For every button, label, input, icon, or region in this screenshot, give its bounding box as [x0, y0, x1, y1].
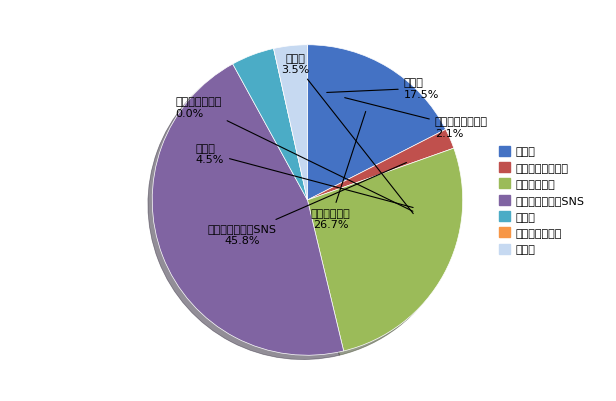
Text: ホームページやSNS
45.8%: ホームページやSNS 45.8% — [208, 163, 407, 245]
Wedge shape — [307, 149, 463, 351]
Text: 口コミ
4.5%: 口コミ 4.5% — [196, 143, 413, 208]
Wedge shape — [233, 49, 307, 200]
Text: その他
3.5%: その他 3.5% — [281, 53, 413, 214]
Text: 自治体印刷物
26.7%: 自治体印刷物 26.7% — [311, 112, 366, 230]
Wedge shape — [307, 130, 454, 200]
Wedge shape — [307, 46, 446, 200]
Wedge shape — [274, 46, 307, 200]
Text: テレビ・ラジオ
0.0%: テレビ・ラジオ 0.0% — [176, 97, 413, 212]
Text: 広報誌
17.5%: 広報誌 17.5% — [326, 78, 439, 100]
Text: ポスター・チラシ
2.1%: ポスター・チラシ 2.1% — [345, 98, 488, 138]
Legend: 広報誌, ポスター・チラシ, 自治体印刷物, ホームページやSNS, 口コミ, テレビ・ラジオ, その他: 広報誌, ポスター・チラシ, 自治体印刷物, ホームページやSNS, 口コミ, … — [500, 146, 585, 255]
Wedge shape — [274, 49, 307, 200]
Wedge shape — [152, 65, 344, 355]
